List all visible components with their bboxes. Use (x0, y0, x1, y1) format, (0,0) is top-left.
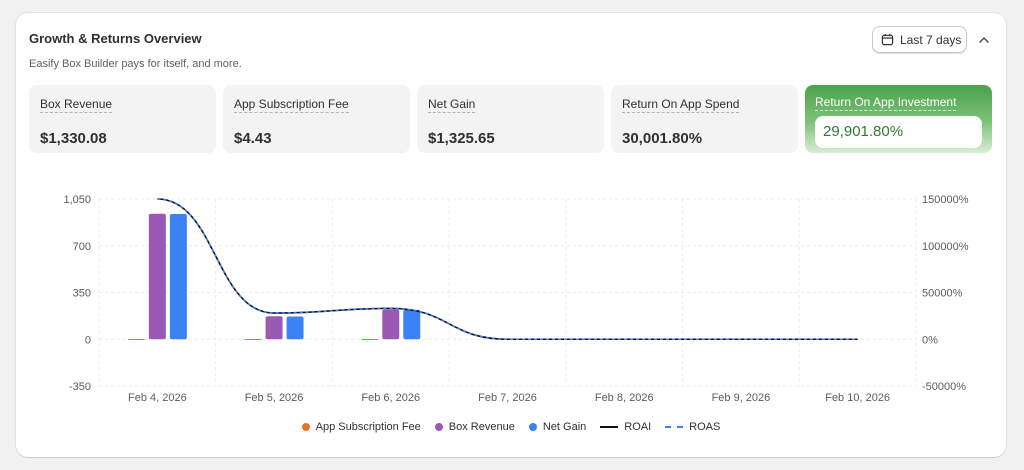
metric-app-subscription-fee[interactable]: App Subscription Fee $4.43 (223, 85, 410, 153)
metric-box-revenue[interactable]: Box Revenue $1,330.08 (29, 85, 216, 153)
metric-label: Box Revenue (40, 97, 113, 113)
growth-chart: 1,050 700 350 0 -350 150000% 100000% 50000% 0% -5… (63, 194, 969, 404)
bar-net-gain (286, 316, 304, 340)
legend-item-net-gain[interactable]: Net Gain (528, 421, 587, 433)
metric-value: $1,330.08 (40, 130, 107, 147)
metric-return-on-app-investment[interactable]: Return On App Investment 29,901.80% (805, 85, 992, 153)
legend-label: Box Revenue (448, 421, 515, 433)
x-axis-tick: Feb 8, 2026 (595, 392, 654, 404)
bar-app-subscription-fee (244, 339, 262, 341)
legend-item-roai[interactable]: ROAI (600, 421, 651, 433)
x-axis-tick: Feb 10, 2026 (825, 392, 890, 404)
right-axis-tick: 100000% (922, 241, 969, 253)
bar-app-subscription-fee (127, 339, 145, 341)
card-subtitle: Easify Box Builder pays for itself, and … (29, 58, 242, 70)
metric-label: Return On App Spend (622, 97, 740, 113)
legend-dot-icon (528, 423, 537, 431)
collapse-button[interactable] (974, 30, 994, 50)
left-axis-tick: 350 (73, 288, 91, 300)
legend-item-roas[interactable]: ROAS (665, 421, 720, 433)
legend-label: ROAS (689, 421, 721, 433)
legend-dashed-line-icon (665, 426, 684, 428)
legend-dot-icon (301, 423, 310, 431)
card-title: Growth & Returns Overview (29, 31, 202, 46)
metric-value: 30,001.80% (622, 130, 703, 147)
x-axis-tick: Feb 6, 2026 (361, 392, 420, 404)
legend-item-box-revenue[interactable]: Box Revenue (434, 421, 515, 433)
right-axis-tick: 0% (922, 334, 938, 346)
metric-return-on-app-spend[interactable]: Return On App Spend 30,001.80% (611, 85, 798, 153)
bar-box-revenue (265, 316, 283, 340)
right-axis-tick: -50000% (922, 381, 966, 393)
metric-value: $4.43 (234, 130, 272, 147)
chart-legend: App Subscription Fee Box Revenue Net Gain R… (16, 421, 1006, 433)
x-axis-tick: Feb 7, 2026 (478, 392, 537, 404)
metric-value: $1,325.65 (428, 130, 495, 147)
left-axis-tick: 0 (85, 334, 91, 346)
left-axis-tick: 1,050 (63, 194, 91, 206)
x-axis-tick: Feb 9, 2026 (712, 392, 771, 404)
legend-label: Net Gain (542, 421, 587, 433)
bar-net-gain (169, 213, 187, 340)
x-axis-tick: Feb 5, 2026 (245, 392, 304, 404)
left-axis-tick: 700 (73, 241, 91, 253)
line-roai (157, 198, 858, 341)
growth-returns-card: Growth & Returns Overview Easify Box Bui… (16, 13, 1006, 457)
line-roas (157, 198, 858, 341)
metric-value: 29,901.80% (815, 116, 982, 148)
legend-item-app-subscription-fee[interactable]: App Subscription Fee (301, 421, 421, 433)
calendar-icon (881, 33, 894, 46)
legend-dot-icon (434, 423, 443, 431)
legend-line-icon (600, 426, 619, 428)
date-range-label: Last 7 days (900, 32, 962, 47)
metric-label: Net Gain (428, 97, 476, 113)
metric-net-gain[interactable]: Net Gain $1,325.65 (417, 85, 604, 153)
legend-label: App Subscription Fee (315, 421, 421, 433)
chevron-up-icon (979, 37, 989, 43)
right-axis-tick: 50000% (922, 288, 963, 300)
x-axis-tick: Feb 4, 2026 (128, 392, 187, 404)
bar-net-gain (403, 309, 421, 340)
bar-box-revenue (148, 213, 166, 340)
left-axis-tick: -350 (69, 381, 91, 393)
metric-label: Return On App Investment (815, 95, 957, 111)
bar-app-subscription-fee (361, 339, 379, 341)
right-axis-tick: 150000% (922, 194, 969, 206)
bar-box-revenue (382, 309, 400, 340)
metric-label: App Subscription Fee (234, 97, 349, 113)
legend-label: ROAI (624, 421, 652, 433)
date-range-button[interactable]: Last 7 days (872, 26, 967, 53)
